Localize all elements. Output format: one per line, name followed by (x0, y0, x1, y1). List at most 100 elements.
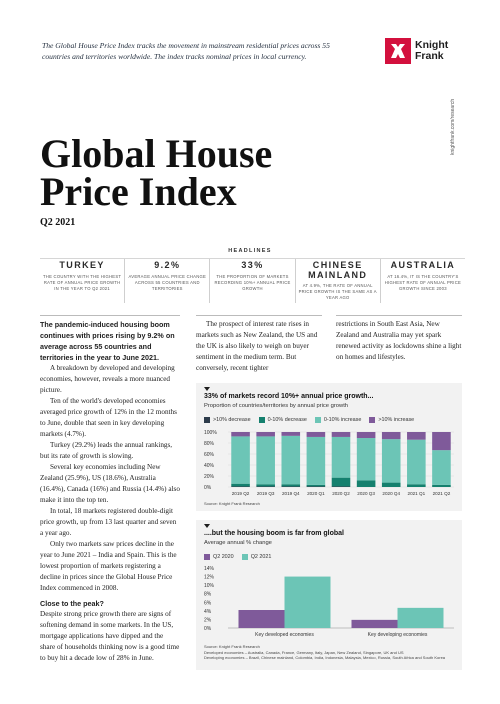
headlines-label: HEADLINES (228, 248, 272, 254)
bar-segment (331, 486, 351, 487)
legend-item: >10% decrease (204, 417, 251, 423)
bar-segment (231, 432, 250, 437)
chart-2-plot: 14% 12% 10% 8% 6% 4% 2% 0% Key developed economi… (204, 566, 454, 638)
body-paragraph: A breakdown by developed and developing … (40, 364, 175, 394)
bar-segment (381, 432, 401, 440)
triangle-marker-icon (204, 524, 210, 528)
body-paragraph: Turkey (29.2%) leads the annual rankings… (40, 441, 173, 460)
bar-segment (407, 484, 426, 487)
bar-segment (281, 484, 301, 487)
headline-head: AUSTRALIA (390, 260, 456, 270)
legend-label: 0-10% decrease (267, 417, 307, 423)
legend-item: >10% increase (369, 417, 414, 423)
body-paragraph: Several key economies including New Zeal… (40, 463, 180, 504)
legend-swatch (204, 417, 210, 423)
x-tick-label: 2021 Q2 (433, 491, 451, 496)
headline-item: TURKEY THE COUNTRY WITH THE HIGHEST RATE… (40, 259, 126, 303)
body-paragraph: In total, 18 markets registered double-d… (40, 507, 177, 537)
legend-swatch (241, 554, 248, 560)
y-tick-label: 0% (204, 485, 212, 491)
chart-1-subtitle: Proportion of countries/territories by a… (204, 403, 349, 409)
y-tick-label: 8% (204, 592, 212, 598)
knight-frank-logo[interactable]: Knight Frank (385, 38, 470, 66)
bar-segment (407, 439, 426, 485)
legend-swatch (314, 417, 321, 423)
headline-item: 33% THE PROPORTION OF MARKETS RECORDING … (210, 259, 296, 303)
headline-head: 33% (241, 260, 264, 270)
bar-segment (381, 482, 401, 487)
y-tick-label: 10% (204, 583, 215, 589)
headline-desc: AT 4.9%, THE RATE OF ANNUAL PRICE GROWTH… (298, 283, 377, 300)
bar-segment (432, 484, 451, 487)
bar-segment (356, 432, 376, 439)
x-tick-label: 2020 Q2 (332, 491, 350, 496)
logo-line2: Frank (415, 50, 444, 62)
side-url[interactable]: knightfrank.com/research (450, 98, 456, 155)
chart-2-subtitle: Average annual % change (204, 540, 272, 546)
y-tick-label: 100% (204, 430, 217, 436)
logo-line1: Knight (415, 39, 449, 51)
y-tick-label: 4% (204, 609, 212, 615)
body-column-2: The prospect of interest rate rises in m… (196, 319, 322, 374)
bar-segment (356, 438, 376, 481)
bar-segment (281, 432, 301, 436)
bar (397, 607, 444, 628)
chart-1-panel: 33% of markets record 10%+ annual price … (196, 383, 462, 511)
bar (238, 610, 285, 628)
y-tick-label: 2% (204, 617, 212, 623)
legend-label: Q2 2021 (250, 554, 272, 560)
bar-segment (381, 439, 401, 483)
y-tick-label: 6% (204, 600, 212, 606)
bar-segment (306, 436, 326, 485)
x-tick-label: 2019 Q3 (257, 491, 275, 496)
legend-swatch (369, 417, 376, 423)
chart-1-title: 33% of markets record 10%+ annual price … (204, 393, 374, 400)
legend-item: 0-10% decrease (258, 417, 307, 423)
legend-swatch (204, 554, 210, 560)
bar-segment (281, 435, 301, 485)
headline-item: 9.2% AVERAGE ANNUAL PRICE CHANGE ACROSS … (125, 259, 211, 303)
body-paragraph: restrictions in South East Asia, New Zea… (336, 320, 462, 361)
bar-segment (256, 484, 275, 487)
page-subtitle: Q2 2021 (40, 217, 76, 228)
chart-1-legend: >10% decrease 0-10% decrease 0-10% incre… (204, 417, 414, 423)
bar-segment (281, 486, 301, 487)
column-rule (336, 315, 462, 316)
headline-head: TURKEY (59, 260, 105, 270)
headline-head: 9.2% (154, 260, 181, 270)
bar-segment (356, 480, 376, 487)
bar-segment (306, 432, 326, 437)
x-tick-label: 2020 Q4 (382, 491, 400, 496)
legend-label: Q2 2020 (213, 554, 234, 560)
y-tick-label: 12% (204, 575, 215, 581)
bar-segment (306, 484, 326, 487)
legend-swatch (258, 417, 265, 423)
title-line2: Price Index (40, 169, 237, 214)
body-paragraph: Ten of the world's developed economies a… (40, 397, 177, 438)
body-column-1: The pandemic-induced housing boom contin… (40, 319, 180, 664)
headline-head: CHINESE MAINLAND (308, 260, 368, 280)
bar-segment (331, 436, 351, 478)
chart-1-source: Source: Knight Frank Research (204, 501, 260, 506)
headline-desc: AT 16.4%, IT IS THE COUNTRY'S HIGHEST RA… (384, 273, 462, 291)
headline-desc: AVERAGE ANNUAL PRICE CHANGE ACROSS 55 CO… (128, 273, 207, 291)
body-paragraph: Despite strong price growth there are si… (40, 610, 180, 662)
bar-segment (432, 432, 451, 451)
legend-item: Q2 2021 (241, 554, 272, 560)
chart-2-legend: Q2 2020 Q2 2021 (204, 554, 271, 560)
body-column-3: restrictions in South East Asia, New Zea… (336, 319, 462, 363)
x-tick-label: Key developed economies (255, 632, 314, 638)
bar-segment (331, 477, 351, 487)
page-title: Global House Price Index (40, 134, 272, 214)
chart-2-source: Source: Knight Frank Research (204, 644, 260, 649)
bar-segment (256, 486, 275, 487)
logo-mark-icon (385, 38, 411, 64)
y-tick-label: 40% (204, 463, 215, 469)
bar-segment (256, 436, 275, 485)
chart-2-title: ....but the housing boom is far from glo… (204, 530, 344, 537)
bar-segment (432, 450, 451, 485)
x-tick-label: 2020 Q1 (307, 491, 325, 496)
bar-segment (231, 483, 250, 487)
legend-label: >10% increase (378, 417, 415, 423)
y-tick-label: 14% (204, 566, 215, 572)
